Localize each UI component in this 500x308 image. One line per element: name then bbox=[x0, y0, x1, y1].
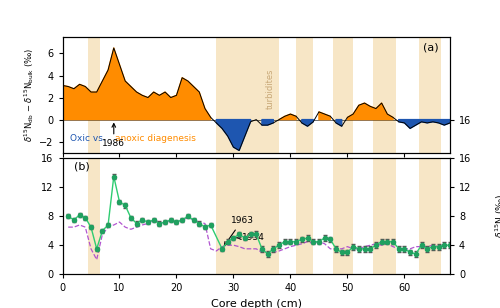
Bar bbox=[418, 37, 442, 153]
Text: (b): (b) bbox=[74, 162, 90, 172]
Text: turbidites: turbidites bbox=[266, 69, 274, 109]
Text: (a): (a) bbox=[423, 43, 438, 53]
Text: 1954: 1954 bbox=[236, 233, 265, 241]
Bar bbox=[296, 37, 313, 153]
Text: 1963: 1963 bbox=[224, 216, 254, 245]
Bar bbox=[373, 158, 396, 274]
X-axis label: Core depth (cm): Core depth (cm) bbox=[211, 299, 302, 308]
Text: Oxic vs.: Oxic vs. bbox=[70, 134, 109, 144]
Bar bbox=[216, 158, 279, 274]
Bar bbox=[88, 37, 100, 153]
Bar bbox=[88, 158, 100, 274]
Bar bbox=[216, 37, 279, 153]
Bar bbox=[296, 158, 313, 274]
Text: 1986: 1986 bbox=[102, 124, 126, 148]
Bar bbox=[333, 37, 353, 153]
Bar bbox=[373, 37, 396, 153]
Text: $\delta^{15}$N (‰): $\delta^{15}$N (‰) bbox=[494, 194, 500, 238]
Bar bbox=[333, 158, 353, 274]
Y-axis label: $\delta^{15}$N (‰)
Diatom-bound, bulk: $\delta^{15}$N (‰) Diatom-bound, bulk bbox=[0, 307, 1, 308]
Bar bbox=[418, 158, 442, 274]
Text: anoxic diagenesis: anoxic diagenesis bbox=[115, 134, 196, 144]
Y-axis label: $\delta^{15}$N$_{\rm db}$ $-$ $\delta^{15}$N$_{\rm bulk}$ (‰): $\delta^{15}$N$_{\rm db}$ $-$ $\delta^{1… bbox=[22, 48, 36, 142]
